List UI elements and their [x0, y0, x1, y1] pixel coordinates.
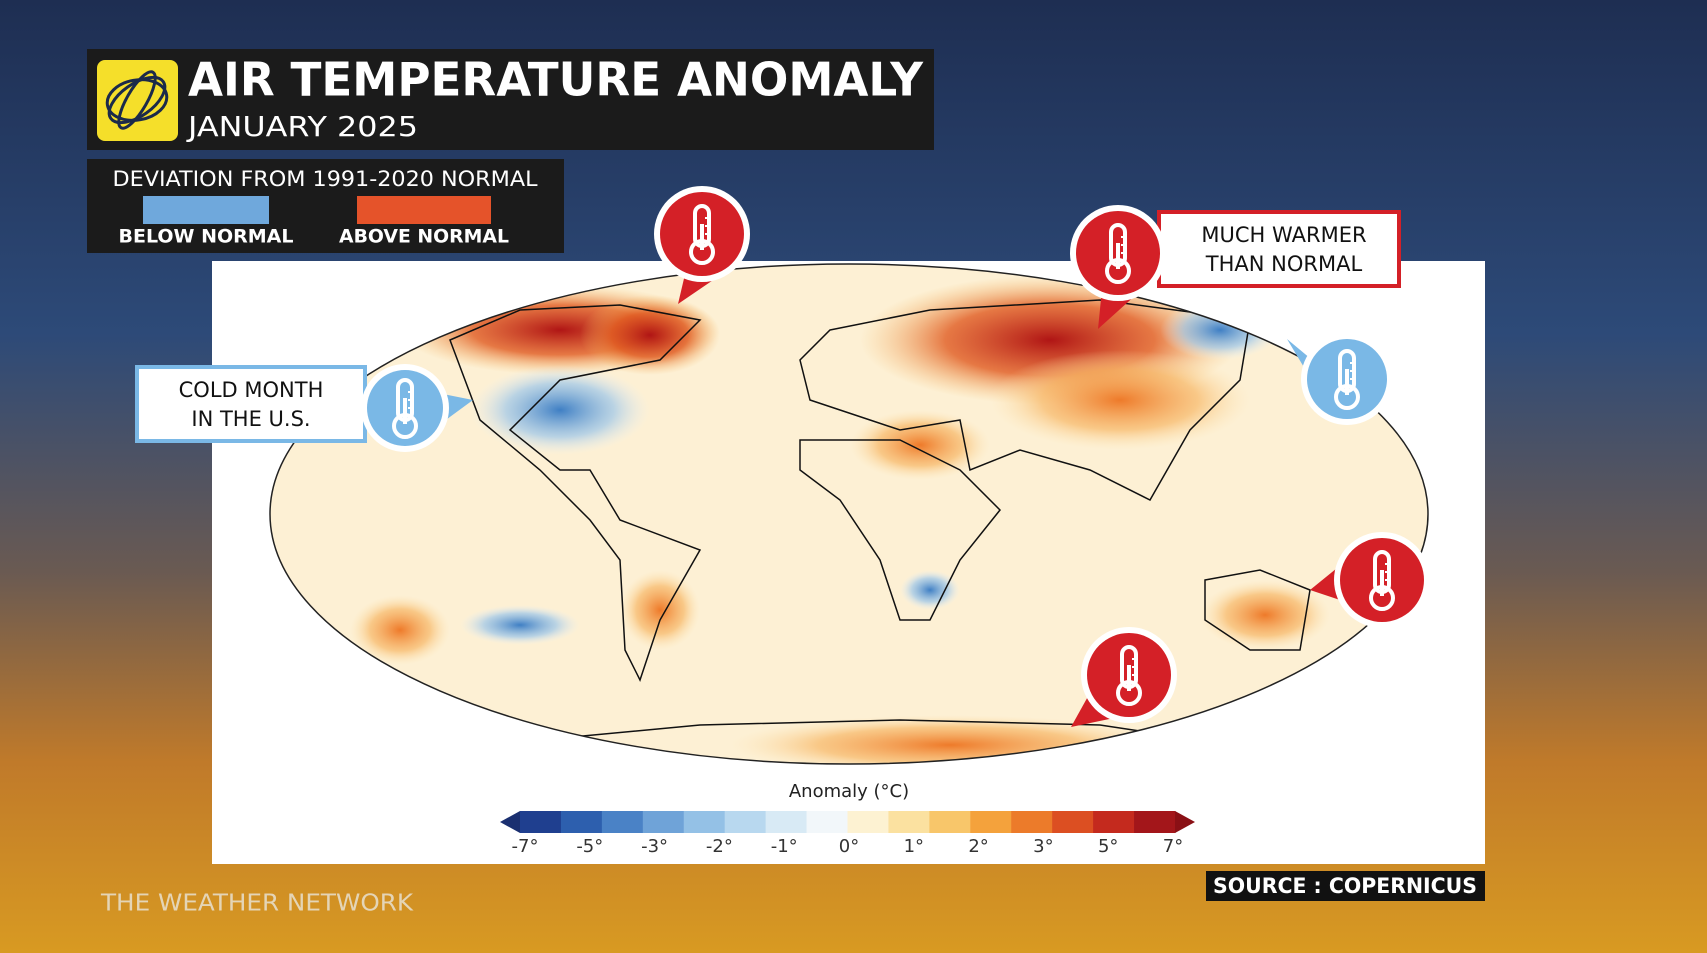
- colorbar-segment: [929, 811, 971, 833]
- colorbar-segment: [888, 811, 930, 833]
- colorbar-tick-label: -3°: [641, 836, 668, 857]
- colorbar-segment: [683, 811, 726, 833]
- cold-callout-line: IN THE U.S.: [191, 407, 310, 431]
- cold-callout-line: COLD MONTH: [179, 378, 324, 402]
- colorbar-segment: [642, 811, 685, 833]
- legend-swatch-above: [357, 196, 491, 224]
- pins: [361, 186, 1430, 727]
- legend-swatch-below: [143, 196, 269, 224]
- colorbar-segment: [1052, 811, 1094, 833]
- title-box: [87, 49, 934, 150]
- map-outline: [269, 263, 1429, 765]
- colorbar-label: Anomaly (°C): [789, 781, 909, 802]
- brand: THE WEATHER NETWORK: [100, 891, 414, 917]
- legend-below: BELOW NORMAL: [119, 226, 294, 248]
- colorbar-segment: [520, 811, 562, 833]
- colorbar-segment: [970, 811, 1012, 833]
- colorbar-tick-label: -2°: [706, 836, 733, 857]
- colorbar-tick-label: 2°: [968, 836, 988, 857]
- colorbar-tick-label: 7°: [1163, 836, 1183, 857]
- colorbar-segment: [806, 811, 848, 833]
- warm-callout-box: [1157, 210, 1401, 288]
- logo-mark: [105, 70, 169, 130]
- warm-callout-line: MUCH WARMER: [1201, 223, 1366, 247]
- colorbar: -7° -5° -3° -2° -1° 0° 1° 2° 3° 5° 7°: [500, 811, 1195, 857]
- colorbar-tick-label: 0°: [839, 836, 859, 857]
- colorbar-segment: [1134, 811, 1176, 833]
- colorbar-tick-label: 5°: [1098, 836, 1118, 857]
- colorbar-tick-label: 1°: [904, 836, 924, 857]
- colorbar-segment: [1093, 811, 1135, 833]
- cold-callout-box: [135, 365, 367, 443]
- colorbar-arrow: [500, 811, 520, 833]
- colorbar-tick-label: -1°: [771, 836, 798, 857]
- colorbar-tick-label: -7°: [512, 836, 539, 857]
- source-box: [1206, 871, 1485, 901]
- legend-above: ABOVE NORMAL: [339, 226, 509, 248]
- colorbar-segment: [765, 811, 808, 833]
- warm-callout-line: THAN NORMAL: [1205, 252, 1363, 276]
- colorbar-segment: [847, 811, 889, 833]
- colorbar-tick-label: 3°: [1033, 836, 1053, 857]
- colorbar-arrow: [1175, 811, 1195, 833]
- colorbar-segment: [1011, 811, 1053, 833]
- legend-title: DEVIATION FROM 1991-2020 NORMAL: [113, 167, 538, 191]
- colorbar-segment: [601, 811, 644, 833]
- subtitle: JANUARY 2025: [186, 110, 418, 143]
- colorbar-tick-label: -5°: [576, 836, 603, 857]
- title: AIR TEMPERATURE ANOMALY: [188, 53, 924, 107]
- colorbar-segment: [724, 811, 767, 833]
- source: SOURCE : COPERNICUS: [1213, 874, 1477, 898]
- colorbar-segment: [560, 811, 603, 833]
